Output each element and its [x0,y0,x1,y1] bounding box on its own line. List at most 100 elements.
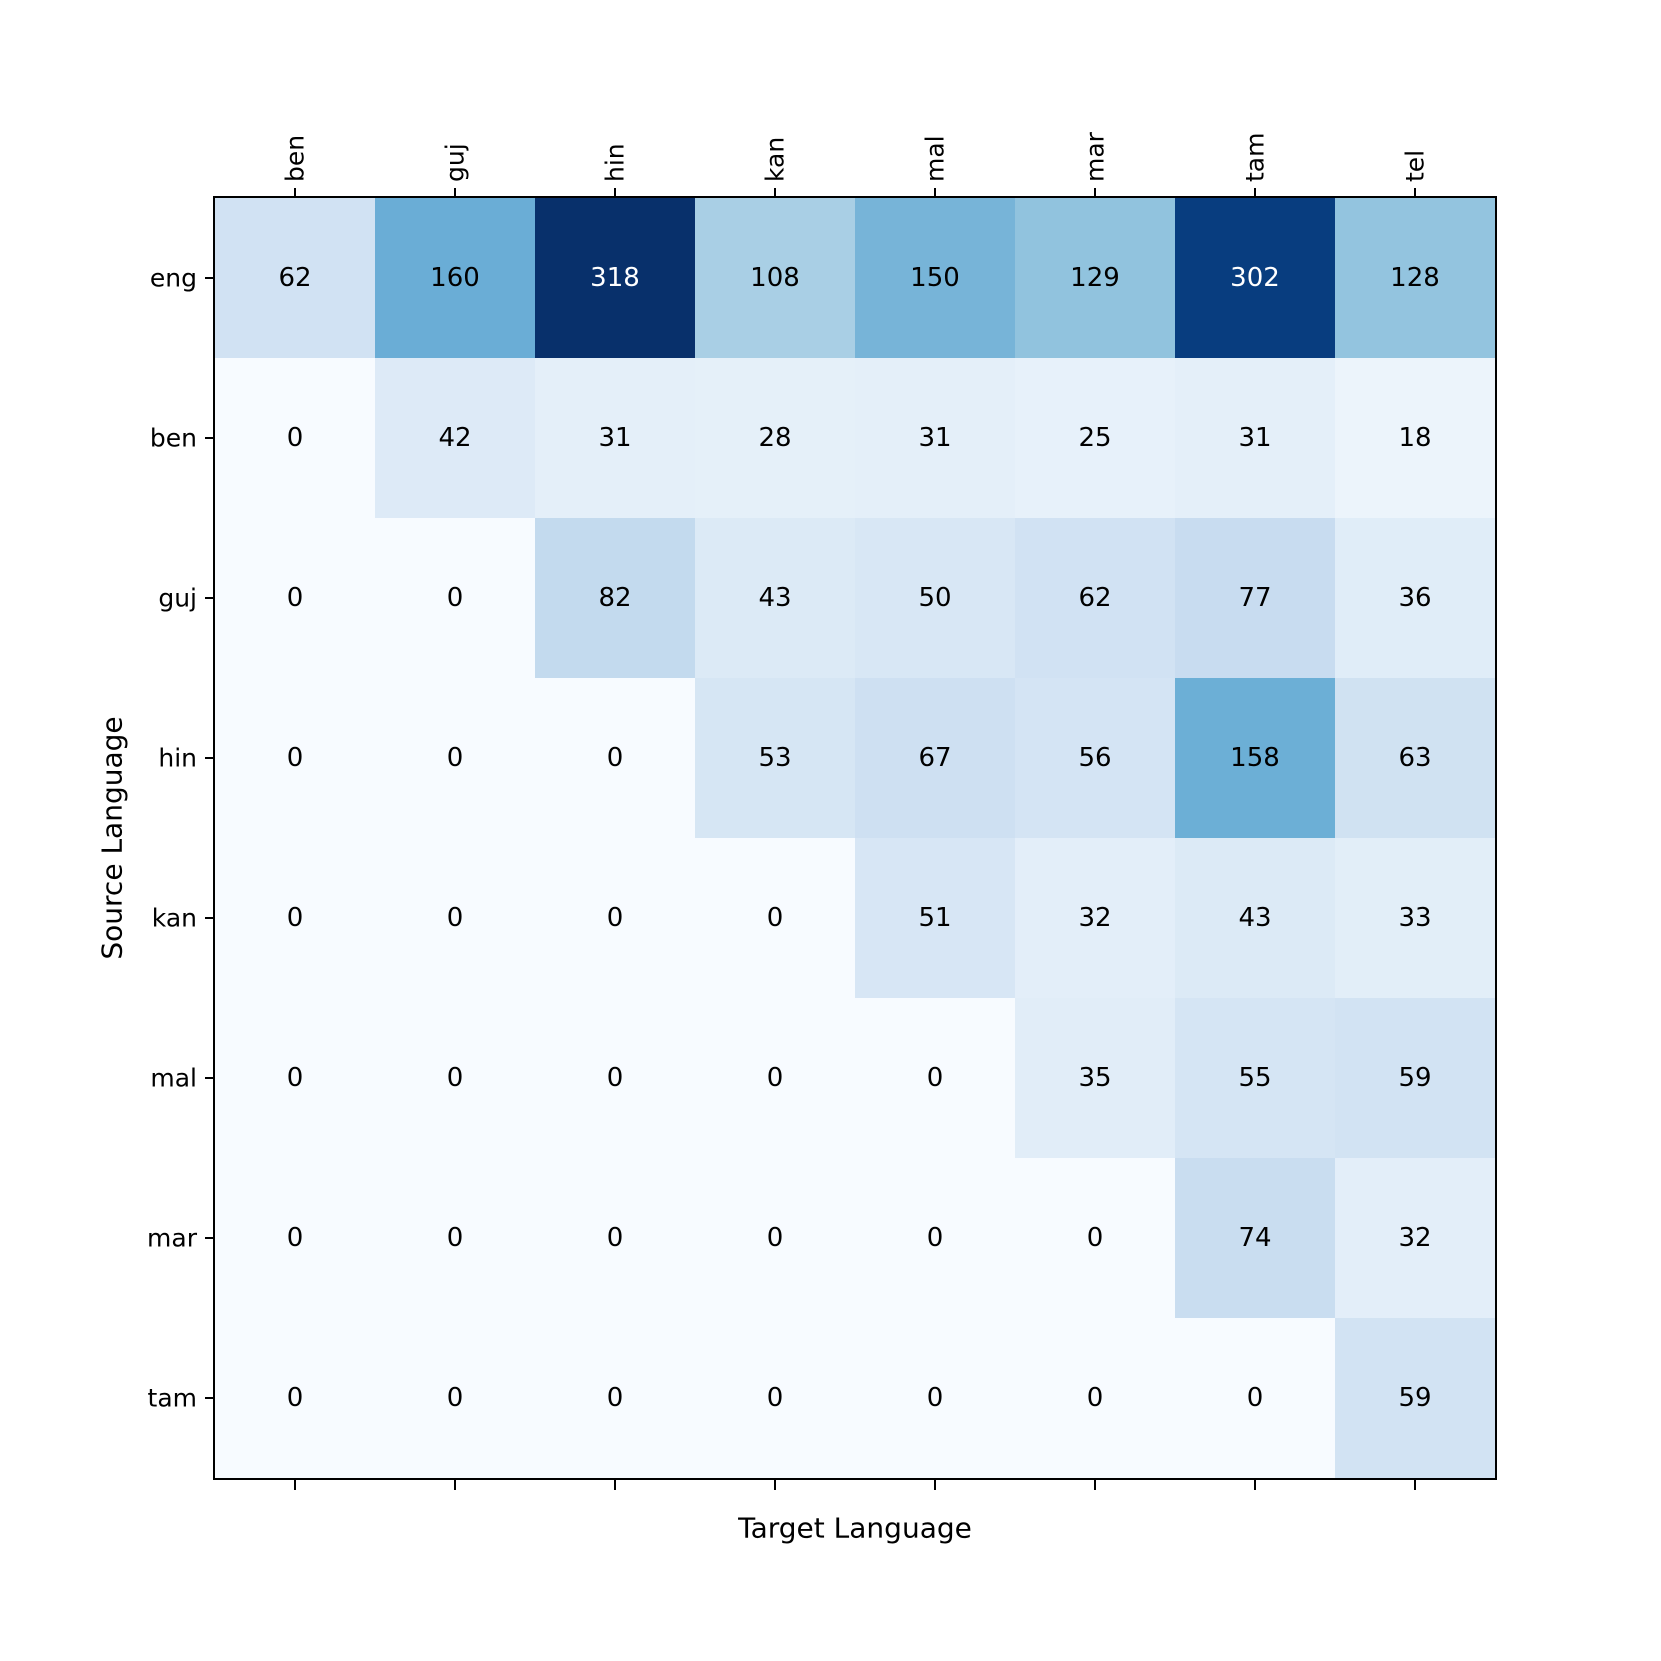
x-tick-label-mar: mar [1080,132,1110,182]
y-tick-left [205,277,215,279]
heatmap-cell-tam-hin: 0 [535,1318,695,1478]
heatmap-cell-guj-mar: 62 [1015,518,1175,678]
heatmap-cell-guj-mal: 50 [855,518,1015,678]
heatmap-cell-eng-mal: 150 [855,198,1015,358]
heatmap-cell-tam-tel: 59 [1335,1318,1495,1478]
heatmap-cell-kan-mar: 32 [1015,838,1175,998]
y-tick-label-guj: guj [158,583,197,613]
heatmap-cell-tam-mal: 0 [855,1318,1015,1478]
heatmap-cell-tam-kan: 0 [695,1318,855,1478]
heatmap-cell-ben-kan: 28 [695,358,855,518]
heatmap-cell-guj-tel: 36 [1335,518,1495,678]
heatmap-cell-eng-tam: 302 [1175,198,1335,358]
heatmap-cell-mar-guj: 0 [375,1158,535,1318]
x-tick-bottom [614,1480,616,1490]
x-tick-label-mal: mal [920,135,950,182]
x-tick-top [774,188,776,198]
x-tick-top [1414,188,1416,198]
heatmap-cell-hin-guj: 0 [375,678,535,838]
x-tick-top [1094,188,1096,198]
x-tick-bottom [454,1480,456,1490]
y-tick-label-mar: mar [147,1223,197,1253]
x-tick-label-tam: tam [1240,132,1270,182]
y-axis-title: Source Language [95,716,129,960]
heatmap-cell-guj-tam: 77 [1175,518,1335,678]
heatmap-cell-eng-mar: 129 [1015,198,1175,358]
heatmap-cell-mal-guj: 0 [375,998,535,1158]
heatmap-cell-mar-tel: 32 [1335,1158,1495,1318]
heatmap-cell-guj-kan: 43 [695,518,855,678]
heatmap-cell-tam-ben: 0 [215,1318,375,1478]
x-tick-label-kan: kan [760,136,790,182]
heatmap-cell-mar-kan: 0 [695,1158,855,1318]
heatmap-cell-hin-mal: 67 [855,678,1015,838]
heatmap-cell-mar-tam: 74 [1175,1158,1335,1318]
heatmap-cell-hin-kan: 53 [695,678,855,838]
heatmap-cell-mar-mal: 0 [855,1158,1015,1318]
x-tick-top [454,188,456,198]
y-tick-left [205,597,215,599]
y-tick-label-eng: eng [149,263,197,293]
x-axis-title: Target Language [738,1511,972,1545]
heatmap-cell-eng-kan: 108 [695,198,855,358]
x-tick-top [294,188,296,198]
x-tick-top [1254,188,1256,198]
heatmap-cell-mar-hin: 0 [535,1158,695,1318]
y-tick-left [205,1077,215,1079]
heatmap-cell-eng-guj: 160 [375,198,535,358]
y-tick-label-mal: mal [150,1063,197,1093]
heatmap-cell-hin-hin: 0 [535,678,695,838]
heatmap-cell-ben-mar: 25 [1015,358,1175,518]
y-tick-left [205,1237,215,1239]
x-tick-label-ben: ben [280,134,310,182]
x-tick-bottom [934,1480,936,1490]
y-tick-label-tam: tam [147,1383,197,1413]
heatmap-cell-kan-mal: 51 [855,838,1015,998]
heatmap-cell-mar-mar: 0 [1015,1158,1175,1318]
heatmap-cell-kan-guj: 0 [375,838,535,998]
x-tick-bottom [1094,1480,1096,1490]
y-tick-left [205,917,215,919]
heatmap-cell-kan-kan: 0 [695,838,855,998]
heatmap-cell-eng-hin: 318 [535,198,695,358]
heatmap-cell-kan-hin: 0 [535,838,695,998]
heatmap-cell-mal-mar: 35 [1015,998,1175,1158]
heatmap-cell-hin-mar: 56 [1015,678,1175,838]
x-tick-top [934,188,936,198]
heatmap-cell-guj-guj: 0 [375,518,535,678]
heatmap-cell-ben-mal: 31 [855,358,1015,518]
heatmap-cell-tam-mar: 0 [1015,1318,1175,1478]
y-tick-label-ben: ben [149,423,197,453]
heatmap-cell-mal-tel: 59 [1335,998,1495,1158]
heatmap-cell-kan-tam: 43 [1175,838,1335,998]
x-tick-bottom [774,1480,776,1490]
heatmap-cell-guj-hin: 82 [535,518,695,678]
y-tick-left [205,1397,215,1399]
heatmap-cell-mal-mal: 0 [855,998,1015,1158]
y-tick-left [205,437,215,439]
heatmap-cell-tam-guj: 0 [375,1318,535,1478]
heatmap-cell-hin-tam: 158 [1175,678,1335,838]
heatmap-cell-eng-ben: 62 [215,198,375,358]
heatmap-cell-ben-tam: 31 [1175,358,1335,518]
heatmap-cell-kan-ben: 0 [215,838,375,998]
x-tick-top [614,188,616,198]
heatmap-cell-hin-tel: 63 [1335,678,1495,838]
x-tick-label-tel: tel [1400,149,1430,182]
x-tick-bottom [1254,1480,1256,1490]
x-tick-bottom [294,1480,296,1490]
heatmap-cell-tam-tam: 0 [1175,1318,1335,1478]
heatmap-plot-area: 62 160 318 108 150 129 302 128 0 42 31 28 31 25 31 18 0 0… [215,198,1495,1478]
heatmap-cell-mal-hin: 0 [535,998,695,1158]
heatmap-cell-ben-ben: 0 [215,358,375,518]
y-tick-left [205,757,215,759]
heatmap-cell-ben-guj: 42 [375,358,535,518]
heatmap-cell-mal-kan: 0 [695,998,855,1158]
x-tick-bottom [1414,1480,1416,1490]
heatmap-cell-ben-tel: 18 [1335,358,1495,518]
heatmap-cell-mal-tam: 55 [1175,998,1335,1158]
x-tick-label-hin: hin [600,143,630,182]
heatmap-cell-mar-ben: 0 [215,1158,375,1318]
y-tick-label-kan: kan [151,903,197,933]
